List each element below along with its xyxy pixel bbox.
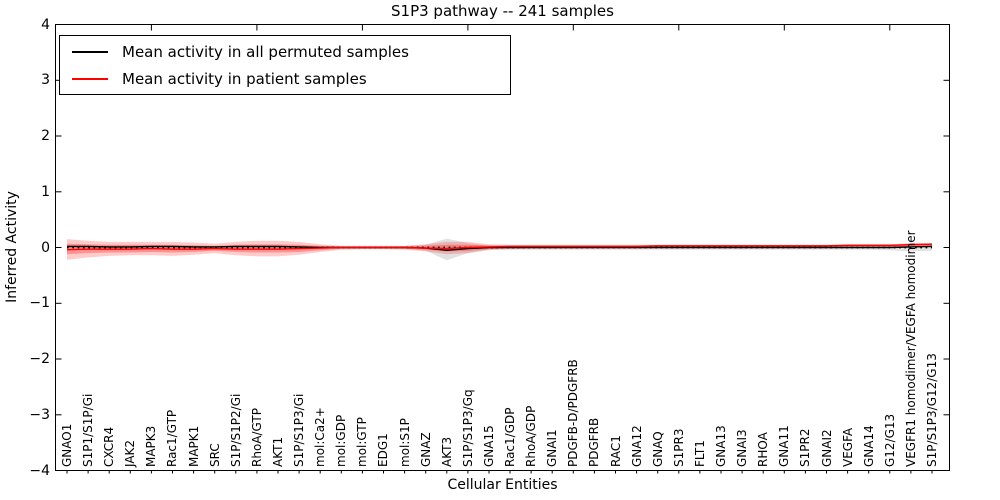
- x-tick-label: mol:S1P: [397, 418, 412, 467]
- x-tick-label: S1P1/S1P/Gi: [81, 393, 96, 467]
- y-tick-label: 2: [41, 128, 50, 144]
- x-tick-label: VEGFA: [840, 427, 855, 467]
- y-tick-label: −1: [29, 295, 50, 312]
- y-tick-label: −4: [29, 462, 50, 479]
- x-tick-label: RHOA: [756, 432, 771, 467]
- x-tick-label: Rac1/GTP: [165, 409, 180, 467]
- x-tick-label: MAPK1: [186, 425, 201, 467]
- x-tick-label: S1PR3: [671, 428, 686, 467]
- legend-item-label: Mean activity in all permuted samples: [122, 42, 409, 61]
- x-tick-label: GNAQ: [650, 431, 665, 467]
- legend-item-label: Mean activity in patient samples: [122, 69, 367, 88]
- x-tick-label: S1P/S1P3/Gq: [460, 389, 475, 467]
- legend: Mean activity in all permuted samples Me…: [59, 35, 511, 95]
- x-tick-label: JAK2: [123, 439, 138, 467]
- x-tick-label: FLT1: [692, 440, 707, 467]
- x-tick-label: GNA12: [629, 425, 644, 467]
- x-tick-label: PDGFB-D/PDGFRB: [566, 359, 581, 467]
- x-tick-label: GNA15: [481, 425, 496, 467]
- x-tick-label: RAC1: [608, 435, 623, 467]
- x-tick-label: S1P/S1P2/Gi: [228, 393, 243, 467]
- x-tick-label: S1P/S1P3/G12/G13: [925, 353, 939, 467]
- y-tick-label: 0: [41, 239, 50, 256]
- y-tick-label: 3: [41, 72, 50, 89]
- x-tick-label: mol:GDP: [334, 414, 349, 467]
- x-tick-label: RhoA/GDP: [524, 405, 539, 467]
- x-tick-label: CXCR4: [102, 426, 117, 467]
- x-tick-label: EDG1: [376, 433, 391, 467]
- x-tick-label: GNA13: [714, 425, 729, 467]
- x-tick-label: MAPK3: [144, 425, 159, 467]
- y-tick-label: −3: [29, 406, 50, 423]
- x-axis-label: Cellular Entities: [447, 477, 558, 493]
- legend-black-line-icon: [72, 50, 108, 53]
- x-tick-label: GNAI1: [545, 429, 560, 467]
- chart-title: S1P3 pathway -- 241 samples: [391, 2, 614, 20]
- x-tick-label: GNAI3: [735, 429, 750, 467]
- y-tick-label: 1: [41, 183, 50, 200]
- x-tick-label: mol:GTP: [355, 417, 370, 467]
- x-tick-label: AKT3: [439, 436, 454, 467]
- x-tick-label: mol:Ca2+: [313, 407, 328, 467]
- x-tick-label: S1P/S1P3/Gi: [292, 393, 307, 467]
- x-tick-label: SRC: [207, 443, 222, 467]
- x-tick-label: G12/G13: [882, 413, 897, 467]
- x-tick-label: VEGFR1 homodimer/VEGFA homodimer: [903, 230, 918, 467]
- x-tick-label: S1PR2: [798, 428, 813, 467]
- y-tick-label: 4: [41, 16, 50, 33]
- x-tick-label: RhoA/GTP: [249, 408, 264, 467]
- x-tick-label: GNAI2: [819, 429, 834, 467]
- x-tick-label: PDGFRB: [587, 417, 602, 467]
- y-axis-label: Inferred Activity: [4, 191, 20, 303]
- x-tick-label: GNAZ: [418, 432, 433, 467]
- legend-item-patient: Mean activity in patient samples: [60, 70, 510, 88]
- x-tick-label: GNA14: [861, 425, 876, 467]
- x-tick-label: Rac1/GDP: [503, 407, 518, 467]
- legend-item-permuted: Mean activity in all permuted samples: [60, 43, 510, 61]
- y-tick-label: −2: [29, 351, 50, 367]
- legend-red-line-icon: [72, 77, 108, 80]
- x-tick-label: AKT1: [270, 436, 285, 467]
- x-tick-label: GNA11: [777, 425, 792, 467]
- x-tick-label: GNAO1: [60, 423, 74, 467]
